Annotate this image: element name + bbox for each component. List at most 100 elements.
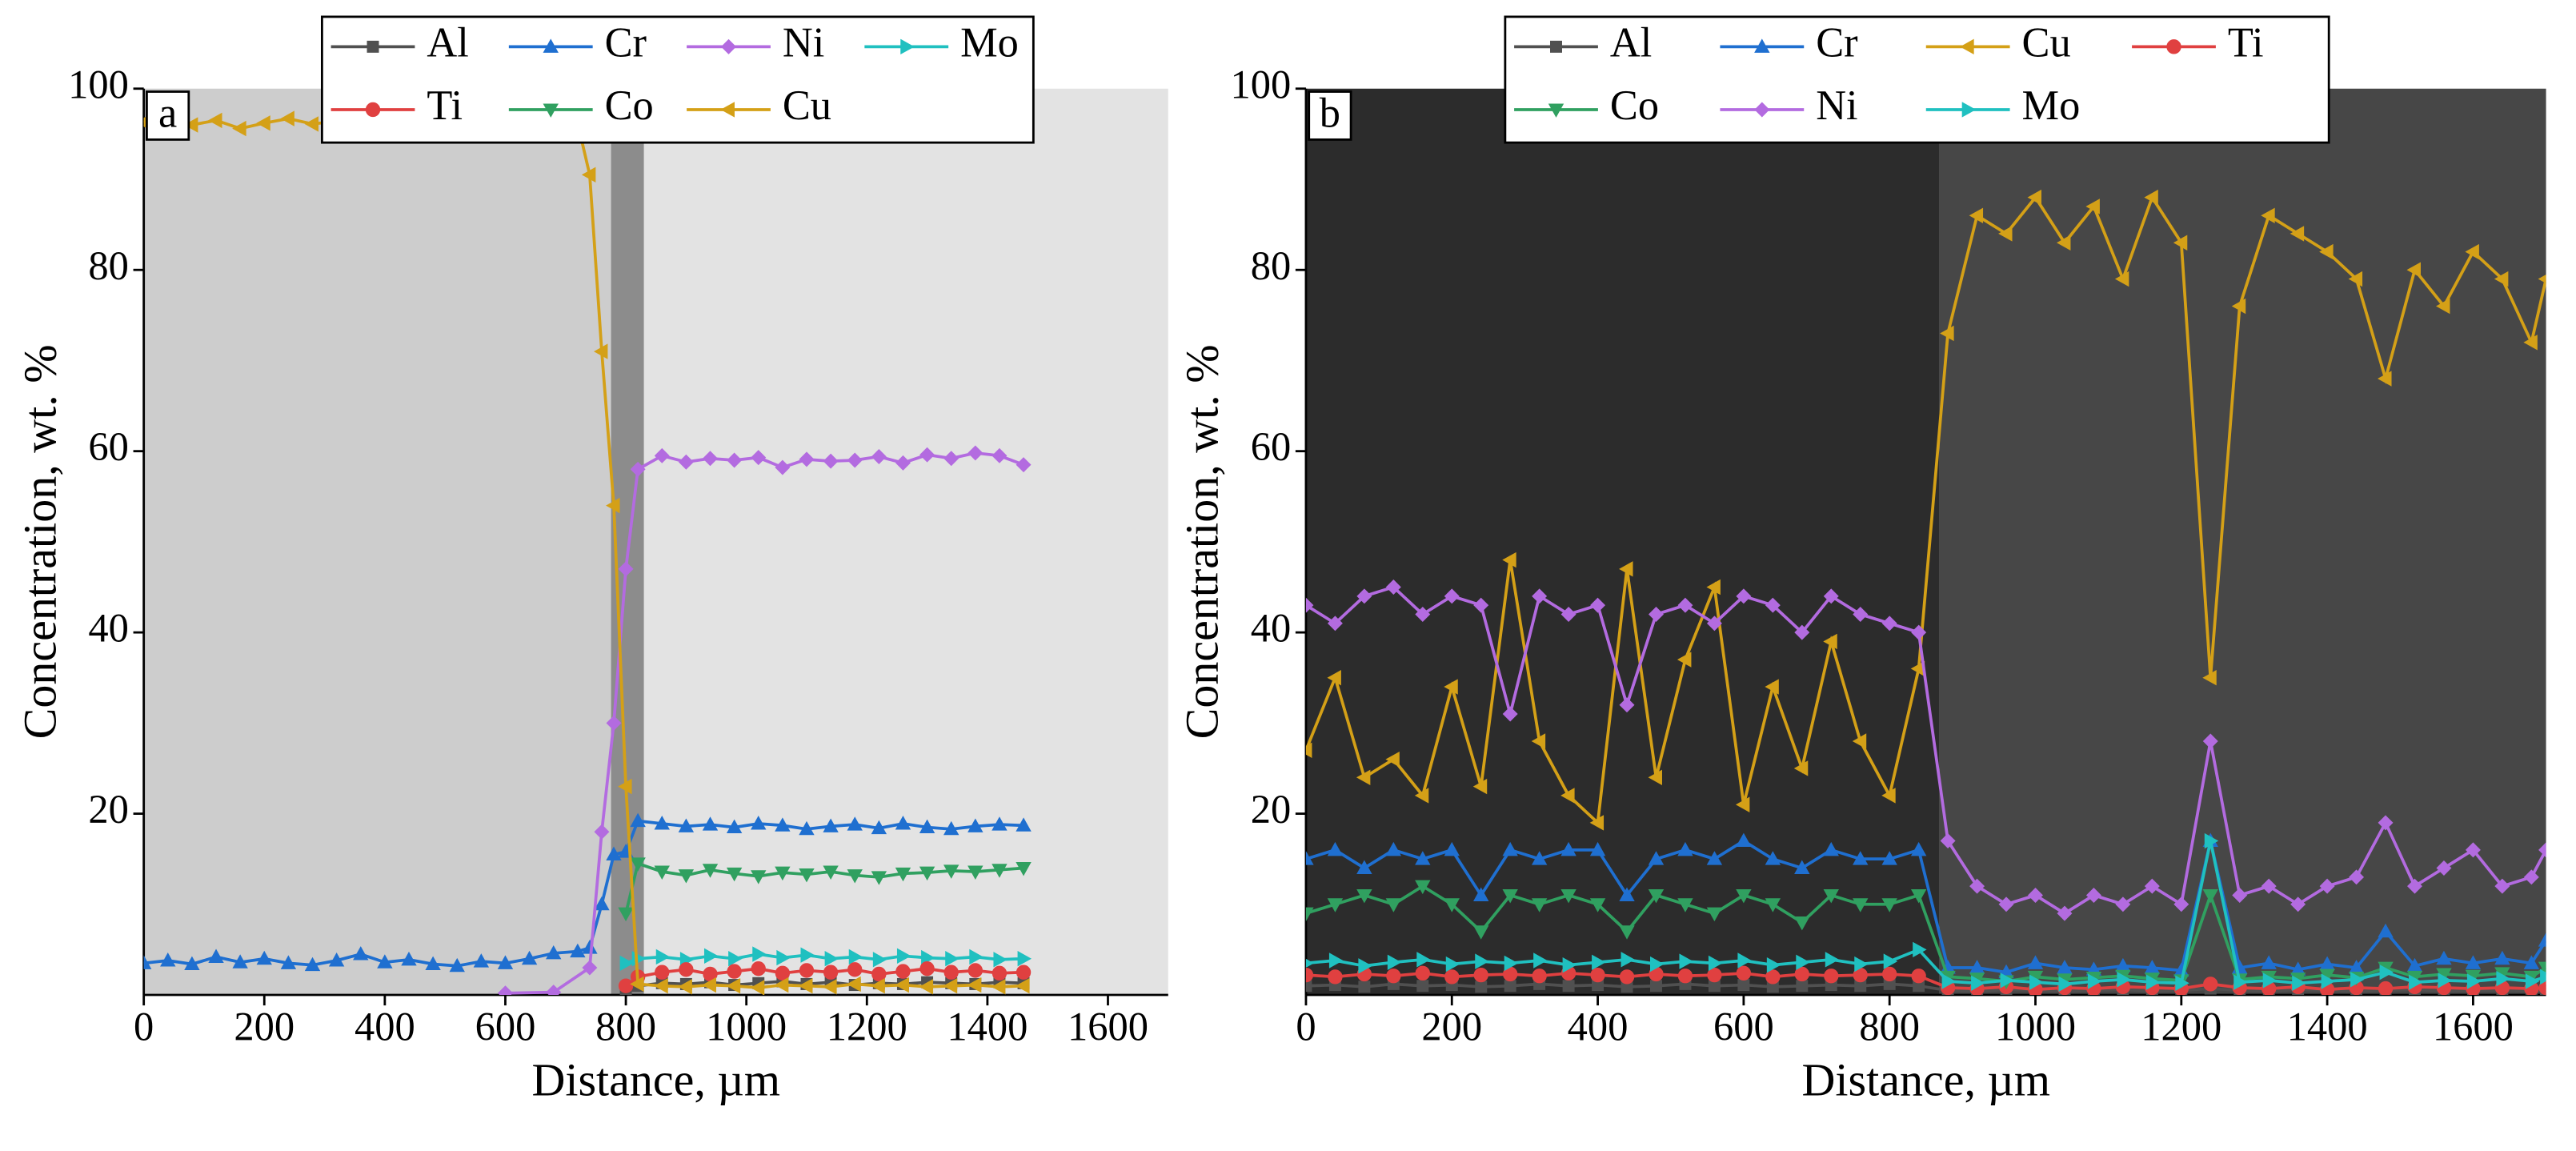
legend-marker <box>1961 102 1977 118</box>
data-point <box>1650 956 1665 973</box>
data-point <box>1016 457 1032 473</box>
data-point <box>1017 951 1032 967</box>
data-point <box>1765 851 1781 865</box>
data-point <box>1305 907 1314 922</box>
data-point <box>232 954 248 969</box>
data-point <box>2538 980 2546 996</box>
data-point <box>1736 588 1752 604</box>
data-point <box>1853 606 1869 622</box>
data-point <box>1385 751 1400 768</box>
data-point <box>1910 888 1927 904</box>
data-point <box>823 979 837 995</box>
data-point <box>2028 887 2043 903</box>
data-point <box>871 820 887 835</box>
data-point <box>2202 733 2218 749</box>
data-point <box>1444 969 1460 985</box>
x-tick-label: 1400 <box>947 1005 1028 1049</box>
data-point <box>2057 960 2073 974</box>
data-point <box>630 812 646 828</box>
data-point <box>992 965 1008 981</box>
data-point <box>823 453 839 469</box>
data-point <box>702 977 716 993</box>
data-point <box>1706 851 1723 865</box>
data-point <box>497 955 514 969</box>
legend-label: Cu <box>783 82 831 129</box>
data-point <box>1853 898 1869 912</box>
data-point <box>2349 869 2365 885</box>
data-point <box>2232 887 2248 903</box>
x-tick-label: 1200 <box>827 1005 907 1049</box>
data-point <box>2115 896 2131 912</box>
data-point <box>280 110 294 126</box>
data-point <box>655 948 671 965</box>
data-point <box>2029 974 2044 990</box>
data-point <box>1648 851 1665 865</box>
data-point <box>256 950 272 965</box>
data-point <box>2494 271 2509 287</box>
data-point <box>2175 975 2189 991</box>
data-point <box>2379 965 2394 981</box>
data-point <box>630 857 646 872</box>
data-point <box>1560 606 1576 622</box>
data-point <box>594 896 610 911</box>
data-point <box>919 447 935 463</box>
y-tick-label: 80 <box>1251 243 1292 288</box>
data-point <box>606 715 622 731</box>
x-tick-label: 600 <box>475 1005 536 1049</box>
data-point <box>728 951 743 967</box>
data-point <box>1619 969 1635 985</box>
legend-marker <box>1550 40 1562 53</box>
data-point <box>1677 652 1692 668</box>
micrograph-bg <box>1939 88 2546 996</box>
data-point <box>1940 833 1956 849</box>
legend-label: Co <box>605 82 654 129</box>
data-point <box>2494 950 2510 965</box>
data-point <box>2027 955 2044 969</box>
data-point <box>1016 978 1030 994</box>
legend-marker <box>543 103 559 118</box>
data-point <box>1328 969 1343 985</box>
data-point <box>2319 243 2334 260</box>
data-point <box>2203 977 2218 992</box>
legend-marker <box>721 38 736 54</box>
data-point <box>1305 851 1314 865</box>
y-tick-label: 60 <box>88 424 129 469</box>
data-point <box>401 951 417 966</box>
data-point <box>919 819 935 834</box>
y-tick-label: 40 <box>88 606 129 651</box>
micrograph-bg <box>643 88 1168 996</box>
legend-label: Ti <box>427 82 463 129</box>
data-point <box>1444 588 1460 604</box>
data-point <box>2406 262 2421 278</box>
data-point <box>943 820 959 836</box>
data-point <box>1504 980 1516 993</box>
legend-marker <box>543 38 559 53</box>
data-point <box>655 965 670 980</box>
data-point <box>895 977 909 993</box>
x-tick-label: 200 <box>1421 1005 1482 1049</box>
data-point <box>1502 551 1516 568</box>
data-point <box>704 948 719 965</box>
data-point <box>2540 969 2546 985</box>
data-point <box>1910 841 1927 856</box>
data-point <box>1736 832 1752 848</box>
data-point <box>304 116 318 132</box>
data-point <box>943 864 959 879</box>
data-point <box>1385 898 1402 912</box>
data-point <box>992 816 1008 831</box>
data-point <box>1531 733 1546 749</box>
data-point <box>2202 670 2217 686</box>
data-point <box>1415 851 1431 865</box>
data-point <box>208 112 222 129</box>
data-point <box>2465 842 2481 858</box>
data-point <box>2000 973 2014 989</box>
data-point <box>1823 633 1837 650</box>
data-point <box>945 951 959 967</box>
data-point <box>1504 955 1519 972</box>
data-point <box>1619 697 1635 713</box>
panel-label-box <box>1308 90 1352 141</box>
data-point <box>208 948 224 963</box>
data-point <box>2262 973 2278 989</box>
legend-label: Cr <box>1816 19 1857 66</box>
data-point <box>184 956 200 971</box>
